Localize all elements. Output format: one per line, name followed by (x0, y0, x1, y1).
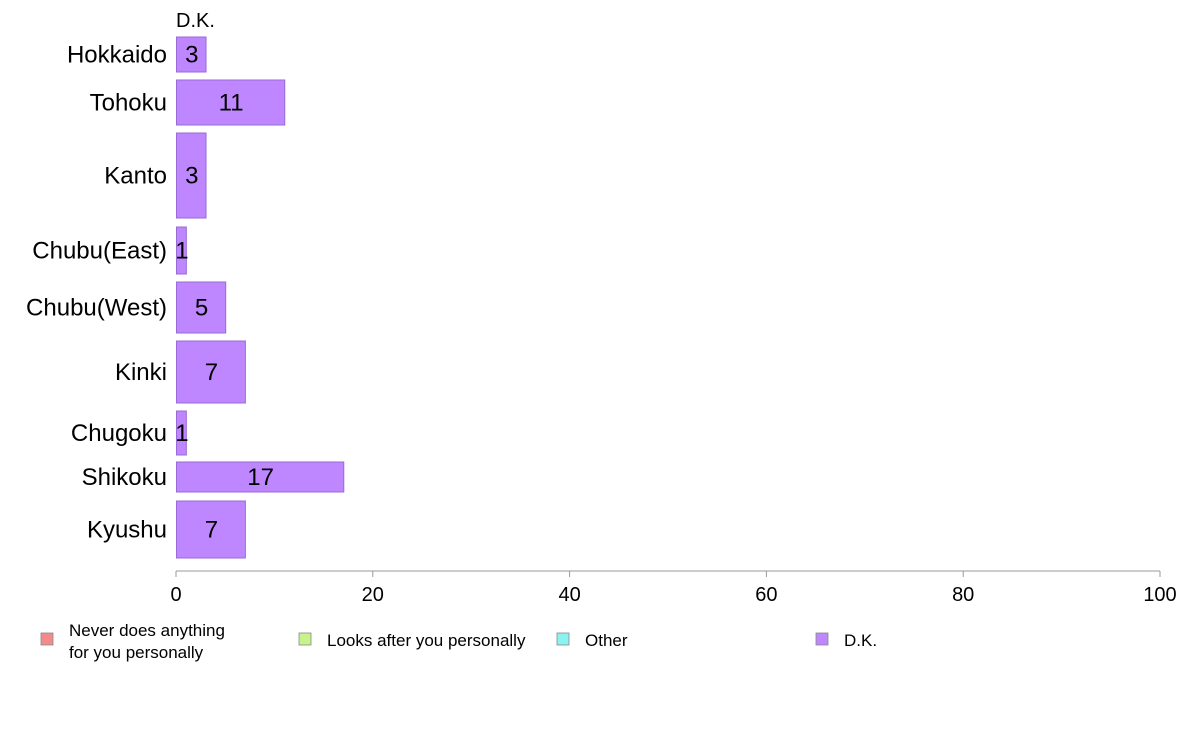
legend-swatch (40, 632, 54, 646)
bar (176, 226, 187, 275)
data-label: 3 (185, 163, 198, 190)
legend-label: D.K. (844, 631, 877, 650)
category-labels: Hokkaido Tohoku Kanto Chubu(East) Chubu(West… (26, 42, 167, 544)
category-label: Kyushu (87, 517, 167, 544)
bar (176, 500, 246, 559)
x-tick-label: 80 (952, 584, 974, 606)
data-label: 11 (219, 90, 244, 117)
x-tick-label: 100 (1143, 584, 1176, 606)
legend-swatch (815, 632, 829, 646)
category-label: Chugoku (71, 420, 167, 447)
category-label: Hokkaido (67, 42, 167, 69)
category-label: Chubu(West) (26, 295, 167, 322)
bar (176, 36, 207, 73)
category-label: Shikoku (82, 464, 167, 491)
data-label: 7 (205, 517, 218, 544)
x-tick-label: 60 (755, 584, 777, 606)
series-header: D.K. (176, 10, 215, 32)
bar (176, 79, 286, 126)
bar (176, 340, 246, 404)
legend: Never does anything for you personally Loo… (40, 621, 877, 662)
bars: 3 11 3 1 5 7 1 17 7 (175, 36, 345, 559)
bar (176, 461, 345, 493)
legend-label: Looks after you personally (327, 631, 526, 650)
data-label: 17 (247, 464, 274, 491)
category-label: Tohoku (90, 90, 167, 117)
legend-label: Other (585, 631, 628, 650)
category-label: Kanto (104, 163, 167, 190)
legend-swatch (298, 632, 312, 646)
x-tick-label: 20 (362, 584, 384, 606)
bar (176, 132, 207, 219)
bar (176, 281, 227, 334)
legend-label: for you personally (69, 643, 204, 662)
data-label: 1 (175, 238, 188, 265)
legend-swatch (556, 632, 570, 646)
data-label: 7 (205, 359, 218, 386)
category-label: Chubu(East) (32, 238, 167, 265)
x-axis: 0 20 40 60 80 100 (170, 570, 1177, 606)
data-label: 5 (195, 295, 208, 322)
bar (176, 410, 187, 456)
data-label: 1 (175, 420, 188, 447)
x-tick-label: 0 (170, 584, 181, 606)
category-label: Kinki (115, 359, 167, 386)
x-tick-label: 40 (558, 584, 580, 606)
legend-label: Never does anything (69, 621, 225, 640)
data-label: 3 (185, 42, 198, 69)
